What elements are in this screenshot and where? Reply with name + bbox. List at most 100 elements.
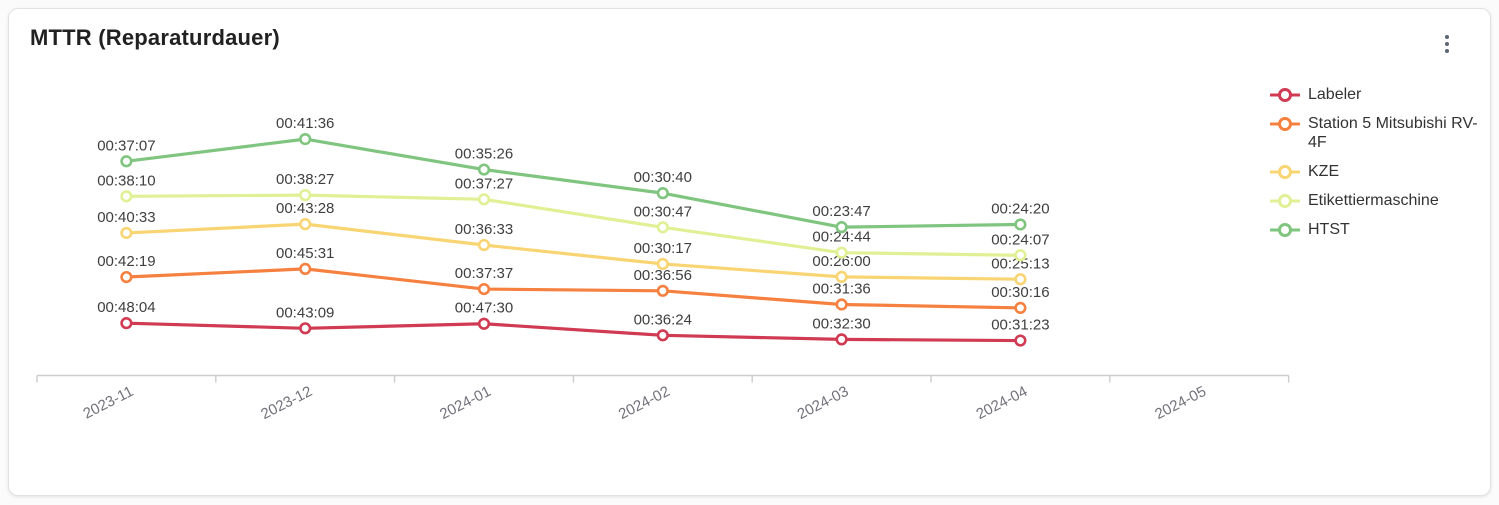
chart-legend: Labeler Station 5 Mitsubishi RV-4F KZE Etik… xyxy=(1270,85,1485,239)
series-station-5-mitsubishi-rv-4f: 00:42:19 00:45:31 00:37:37 00:36:56 00:31:36… xyxy=(97,245,1050,314)
data-point[interactable] xyxy=(299,262,312,275)
data-label: 00:32:30 xyxy=(812,315,870,332)
legend-label: Etikettiermaschine xyxy=(1308,192,1439,209)
data-label: 00:37:37 xyxy=(455,265,513,282)
data-point[interactable] xyxy=(1014,273,1027,286)
series-kze: 00:40:33 00:43:28 00:36:33 00:30:17 00:26:00… xyxy=(97,200,1050,286)
legend-label: Labeler xyxy=(1308,86,1362,103)
data-point[interactable] xyxy=(120,270,133,284)
data-point[interactable] xyxy=(477,163,491,176)
data-label: 00:38:27 xyxy=(276,171,334,188)
data-point[interactable] xyxy=(299,133,312,146)
legend-item-etikettiermaschine[interactable]: Etikettiermaschine xyxy=(1270,191,1485,210)
data-point[interactable] xyxy=(477,193,491,206)
data-point[interactable] xyxy=(1014,249,1027,262)
legend-label: HTST xyxy=(1308,221,1350,238)
data-point[interactable] xyxy=(656,329,669,342)
data-label: 00:41:36 xyxy=(276,115,334,132)
kebab-menu-icon xyxy=(1445,35,1449,39)
series-htst: 00:37:07 00:41:36 00:35:26 00:30:40 00:23:47… xyxy=(97,115,1050,234)
x-axis-label: 2023-11 xyxy=(80,383,136,423)
legend-marker-ring xyxy=(1278,117,1292,131)
legend-item-kze[interactable]: KZE xyxy=(1270,162,1485,181)
series-line xyxy=(124,137,1023,229)
data-label: 00:35:26 xyxy=(455,146,513,163)
series-line xyxy=(124,193,1023,257)
series-line xyxy=(124,321,1023,343)
legend-item-labeler[interactable]: Labeler xyxy=(1270,85,1485,104)
data-label: 00:24:07 xyxy=(991,231,1049,248)
x-axis-label: 2024-05 xyxy=(1152,383,1209,423)
data-label: 00:23:47 xyxy=(812,203,870,220)
data-label: 00:37:07 xyxy=(97,137,155,154)
legend-marker-icon xyxy=(1270,88,1300,102)
data-point[interactable] xyxy=(1014,301,1027,314)
legend-marker-ring xyxy=(1278,88,1292,102)
data-label: 00:43:28 xyxy=(276,200,334,217)
data-label: 00:40:33 xyxy=(97,209,155,226)
data-point[interactable] xyxy=(656,221,669,234)
data-point[interactable] xyxy=(120,226,133,240)
data-point[interactable] xyxy=(835,246,848,259)
legend-marker-ring xyxy=(1278,223,1292,237)
legend-item-htst[interactable]: HTST xyxy=(1270,220,1485,239)
data-point[interactable] xyxy=(656,284,669,297)
data-point[interactable] xyxy=(299,322,312,335)
series-labeler: 00:48:04 00:43:09 00:47:30 00:36:24 00:32:30… xyxy=(97,299,1050,347)
legend-marker-icon xyxy=(1270,117,1300,131)
data-point[interactable] xyxy=(835,270,848,283)
data-point[interactable] xyxy=(477,282,491,296)
data-point[interactable] xyxy=(120,190,133,203)
mttr-card xyxy=(8,8,1491,496)
data-point[interactable] xyxy=(477,317,491,330)
card-menu-button[interactable] xyxy=(1432,28,1462,60)
data-point[interactable] xyxy=(835,333,848,346)
data-label: 00:36:33 xyxy=(455,221,513,238)
data-point[interactable] xyxy=(120,155,133,168)
legend-marker-icon xyxy=(1270,194,1300,208)
x-axis-label: 2024-03 xyxy=(795,383,852,423)
data-label: 00:31:36 xyxy=(812,280,870,297)
x-axis-label: 2023-12 xyxy=(258,383,315,423)
data-label: 00:26:00 xyxy=(812,253,870,270)
data-label: 00:45:31 xyxy=(276,245,334,262)
data-label: 00:43:09 xyxy=(276,304,334,321)
kebab-menu-icon xyxy=(1445,42,1449,46)
data-point[interactable] xyxy=(835,221,848,234)
legend-item-station-5-mitsubishi-rv-4f[interactable]: Station 5 Mitsubishi RV-4F xyxy=(1270,114,1485,152)
series-etikettiermaschine: 00:38:10 00:38:27 00:37:27 00:30:47 00:24:44… xyxy=(97,171,1050,262)
data-point[interactable] xyxy=(299,218,312,231)
x-axis-label: 2024-01 xyxy=(437,383,494,423)
series-line xyxy=(124,222,1023,281)
data-label: 00:30:16 xyxy=(991,284,1049,301)
data-point[interactable] xyxy=(656,257,669,271)
data-point[interactable] xyxy=(1014,334,1027,347)
data-label: 00:24:44 xyxy=(812,229,870,246)
kebab-menu-icon xyxy=(1445,49,1449,53)
data-label: 00:48:04 xyxy=(97,299,155,316)
data-point[interactable] xyxy=(1014,218,1027,231)
chart-title: MTTR (Reparaturdauer) xyxy=(30,25,280,50)
data-label: 00:24:20 xyxy=(991,200,1049,217)
legend-marker-ring xyxy=(1278,165,1292,179)
data-point[interactable] xyxy=(477,238,491,252)
data-point[interactable] xyxy=(656,187,669,200)
data-label: 00:30:40 xyxy=(634,169,692,186)
legend-marker-icon xyxy=(1270,165,1300,179)
data-point[interactable] xyxy=(120,317,133,330)
data-label: 00:25:13 xyxy=(991,255,1049,272)
data-label: 00:36:24 xyxy=(634,311,692,328)
data-point[interactable] xyxy=(835,298,848,311)
data-label: 00:42:19 xyxy=(97,253,155,270)
legend-label: KZE xyxy=(1308,163,1340,180)
legend-label: Station 5 Mitsubishi RV-4F xyxy=(1308,115,1478,151)
data-label: 00:31:23 xyxy=(991,317,1049,334)
x-axis-label: 2024-04 xyxy=(973,383,1030,423)
data-label: 00:30:17 xyxy=(634,240,692,257)
data-label: 00:30:47 xyxy=(634,203,692,220)
data-point[interactable] xyxy=(299,189,312,202)
data-label: 00:36:56 xyxy=(634,267,692,284)
